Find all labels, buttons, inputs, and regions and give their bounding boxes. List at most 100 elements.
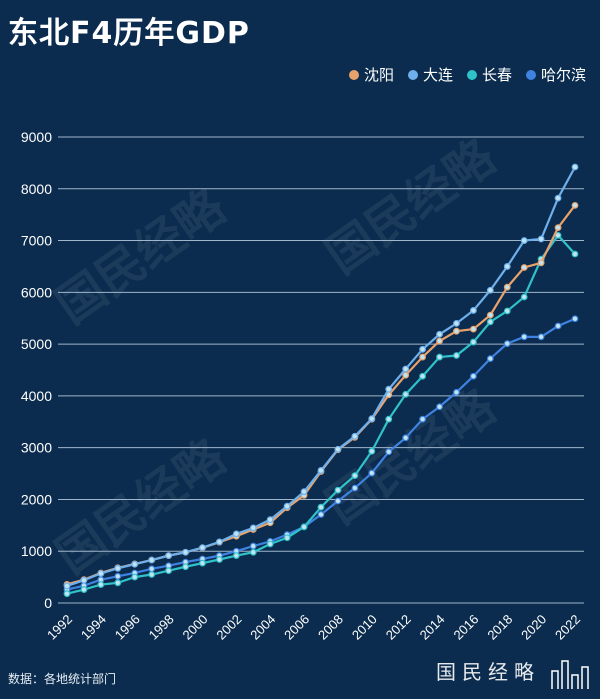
y-tick-label: 0 xyxy=(44,595,52,611)
data-point xyxy=(520,333,528,341)
data-point xyxy=(351,432,359,440)
data-point xyxy=(537,235,545,243)
x-tick-label: 2014 xyxy=(417,612,448,643)
data-point xyxy=(300,523,308,531)
data-point xyxy=(266,540,274,548)
data-point xyxy=(571,315,579,323)
brand-logo: 国民经略 xyxy=(436,660,540,684)
data-point xyxy=(453,352,460,359)
data-point xyxy=(334,486,342,494)
data-point xyxy=(334,445,342,453)
data-point xyxy=(554,194,562,202)
data-point xyxy=(402,434,410,442)
data-point xyxy=(182,548,189,556)
data-point xyxy=(470,325,477,333)
y-tick-label: 9000 xyxy=(21,129,52,145)
logo-bars-icon xyxy=(551,660,589,689)
x-tick-label: 1998 xyxy=(146,612,177,643)
x-tick-label: 2012 xyxy=(383,612,414,643)
data-point xyxy=(232,552,240,560)
x-tick-label: 2000 xyxy=(180,612,211,643)
data-point xyxy=(571,201,579,209)
data-point xyxy=(453,388,460,396)
y-tick-label: 6000 xyxy=(21,284,52,300)
data-point xyxy=(385,448,393,456)
data-point xyxy=(554,224,562,232)
x-tick-label: 2018 xyxy=(484,612,515,643)
x-tick-label: 2010 xyxy=(349,612,380,643)
data-point xyxy=(571,250,579,258)
data-source: 数据：各地统计部门 xyxy=(8,672,117,686)
chart-title: 东北F4历年GDP xyxy=(8,16,250,51)
y-tick-label: 8000 xyxy=(21,181,52,197)
data-point xyxy=(351,484,359,492)
data-point xyxy=(249,524,257,532)
data-point xyxy=(419,415,427,423)
data-point xyxy=(165,552,173,560)
legend-item[interactable]: 大连 xyxy=(407,64,453,85)
legend-marker xyxy=(348,69,359,80)
x-tick-label: 2004 xyxy=(247,612,278,643)
data-point xyxy=(419,345,427,353)
y-tick-label: 5000 xyxy=(21,336,52,352)
data-point xyxy=(351,472,359,480)
watermark-text: 国民经略 xyxy=(316,378,506,535)
data-point xyxy=(453,327,460,335)
legend-label: 哈尔滨 xyxy=(540,66,586,84)
legend-item[interactable]: 沈阳 xyxy=(348,64,394,85)
data-point xyxy=(165,567,173,575)
watermark-text: 国民经略 xyxy=(316,128,506,285)
x-tick-label: 2020 xyxy=(518,612,549,643)
data-point xyxy=(436,337,443,345)
data-point xyxy=(486,355,494,363)
data-point xyxy=(249,548,257,556)
data-point xyxy=(503,263,511,270)
x-tick-label: 1994 xyxy=(78,612,109,643)
data-point xyxy=(317,503,325,511)
data-point xyxy=(537,259,545,267)
data-point xyxy=(148,556,156,564)
legend-item[interactable]: 哈尔滨 xyxy=(525,64,586,85)
legend-label: 大连 xyxy=(422,66,453,84)
data-point xyxy=(148,565,156,573)
y-tick-label: 7000 xyxy=(21,233,52,249)
data-point xyxy=(554,322,562,330)
data-point xyxy=(385,385,393,393)
data-point xyxy=(571,163,579,171)
y-tick-label: 2000 xyxy=(21,491,52,507)
legend-item[interactable]: 长春 xyxy=(466,64,512,85)
data-point xyxy=(486,286,494,294)
data-point xyxy=(63,582,71,590)
data-point xyxy=(334,497,342,505)
legend-label: 长春 xyxy=(481,66,512,84)
series-line-哈尔滨 xyxy=(66,317,576,591)
data-point xyxy=(148,571,156,578)
data-point xyxy=(317,467,325,474)
y-tick-label: 4000 xyxy=(21,388,52,404)
data-point xyxy=(283,534,291,542)
data-point xyxy=(215,538,223,546)
legend-marker xyxy=(466,69,477,80)
data-point xyxy=(470,338,477,346)
data-point xyxy=(368,415,376,423)
data-point xyxy=(419,372,427,380)
x-tick-label: 1996 xyxy=(112,612,143,643)
data-point xyxy=(300,488,308,496)
data-point xyxy=(317,511,325,518)
data-point xyxy=(520,237,528,244)
data-point xyxy=(182,563,189,571)
data-point xyxy=(249,542,257,550)
data-point xyxy=(436,330,443,338)
data-point xyxy=(368,469,376,477)
data-point xyxy=(131,573,139,581)
data-point xyxy=(402,390,410,398)
data-point xyxy=(520,264,528,271)
data-point xyxy=(199,559,206,567)
data-point xyxy=(114,579,122,587)
data-point xyxy=(97,581,105,589)
data-point xyxy=(80,586,88,593)
data-point xyxy=(368,447,376,455)
data-point xyxy=(470,372,477,380)
data-point xyxy=(436,403,443,411)
